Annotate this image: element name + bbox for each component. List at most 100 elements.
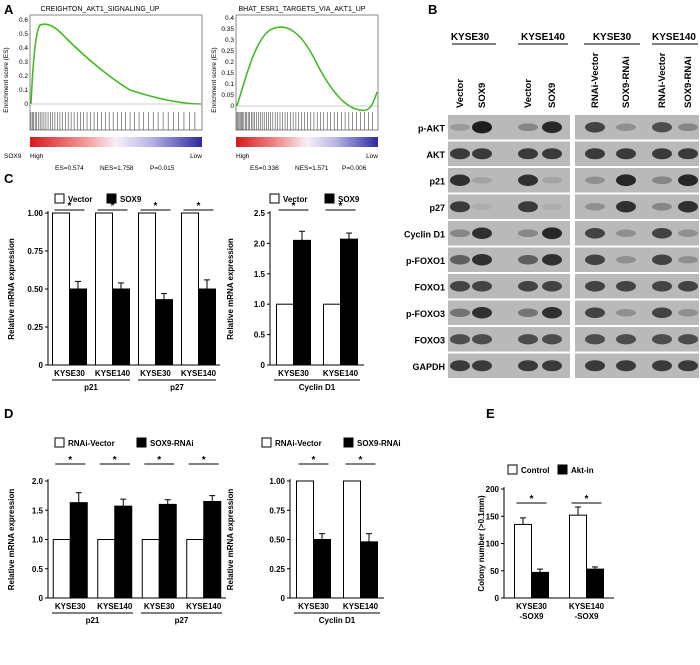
blot-band	[652, 334, 672, 345]
blot-band	[678, 360, 698, 372]
legend-swatch	[324, 193, 335, 204]
blot-row-label: p-FOXO1	[406, 256, 445, 266]
bar-sox9	[293, 239, 311, 366]
legend-swatch	[507, 464, 518, 475]
blot-band	[542, 334, 562, 345]
blot-row: p21	[429, 168, 699, 193]
blot-row-label: Cyclin D1	[404, 229, 445, 239]
bar-rnai-vector	[141, 539, 160, 599]
y-axis-label: Relative mRNA expression	[7, 238, 16, 340]
chart-d-left: 0 0.5 1.0 1.5 2.0 Relative mRNA expression RNA…	[7, 437, 226, 625]
x-tick-label: KYSE30	[144, 602, 175, 611]
gsea-1-ylabel: Enrichment score (ES)	[3, 47, 10, 112]
blot-band	[518, 174, 538, 186]
blot-band	[652, 122, 672, 133]
y-tick-label: 0	[39, 594, 44, 603]
bar-vector	[95, 212, 113, 366]
blot-row: p-FOXO3	[406, 300, 699, 325]
y-tick-label: 0.25	[27, 323, 43, 332]
gsea-1-ytick: 0.6	[19, 17, 28, 24]
bar-sox9	[340, 238, 358, 366]
legend-label: Akt-in	[571, 466, 594, 475]
y-tick-label: 1.5	[254, 270, 266, 279]
blot-row-label: p-AKT	[418, 123, 445, 133]
significance-mark: *	[157, 455, 161, 466]
bar-sox9	[112, 288, 130, 366]
blot-band	[616, 334, 636, 345]
gsea-2-title: BHAT_ESR1_TARGETS_VIA_AKT1_UP	[239, 6, 366, 13]
legend-label: RNAi-Vector	[68, 439, 115, 448]
legend-swatch	[54, 437, 65, 448]
blot-band	[652, 148, 672, 160]
x-tick-label: KYSE140	[186, 602, 222, 611]
blot-row: Cyclin D1	[404, 221, 699, 246]
gsea-1-title: CREIGHTON_AKT1_SIGNALING_UP	[41, 6, 160, 13]
x-tick-label: -SOX9	[519, 612, 544, 621]
blot-lane-label: SOX9-RNAi	[621, 56, 632, 108]
blot-band	[472, 227, 492, 239]
blot-band	[652, 307, 672, 319]
blot-band	[542, 176, 562, 184]
x-tick-label: -SOX9	[574, 612, 599, 621]
blot-band	[450, 174, 470, 186]
gsea-plot-2: BHAT_ESR1_TARGETS_VIA_AKT1_UP Enrichment…	[211, 6, 379, 172]
significance-mark: *	[292, 201, 296, 212]
bar-rnai-vector	[52, 539, 71, 599]
y-tick-label: 0.75	[269, 506, 285, 515]
blot-band	[518, 123, 538, 132]
blot-row-label: GAPDH	[412, 362, 445, 372]
blot-band	[450, 360, 470, 372]
bar-vector	[138, 212, 156, 366]
blot-row: FOXO1	[414, 274, 699, 299]
blot-row-label: p21	[429, 176, 445, 186]
blot-row-label: p-FOXO3	[406, 309, 445, 319]
chart-c-right: 0 0.5 1.0 1.5 2.0 2.5 Relative mRNA expression…	[226, 193, 364, 392]
blot-lane-label: SOX9	[547, 83, 558, 108]
gsea-1-high-label: High	[30, 153, 44, 160]
blot-rows: p-AKT AKT p21 p27 Cyclin D1 p-FOXO1 FOXO1 p-FOX…	[404, 115, 699, 378]
y-axis-label: Relative mRNA expression	[226, 489, 235, 591]
blot-band	[678, 148, 698, 160]
blot-band	[678, 123, 698, 132]
gsea-2-ytick: 0.25	[221, 48, 234, 55]
blot-band	[450, 308, 470, 318]
y-tick-label: 2.5	[254, 209, 266, 218]
blot-row: p-FOXO1	[406, 247, 699, 272]
legend-swatch	[269, 193, 280, 204]
bar-akt-in	[586, 568, 604, 599]
blot-band	[542, 360, 562, 372]
bar-sox9-rnai	[203, 500, 222, 599]
legend-swatch	[54, 193, 65, 204]
legend-swatch	[343, 437, 354, 448]
bar-rnai-vector	[296, 480, 314, 599]
legend-swatch	[261, 437, 272, 448]
gsea-1-ytick: 0.4	[19, 45, 28, 52]
significance-mark: *	[154, 201, 158, 212]
gsea-1-ytick: 0.3	[19, 59, 28, 66]
gsea-2-ytick: 0.05	[221, 92, 234, 99]
gsea-2-frame	[235, 14, 379, 131]
bar-sox9-rnai	[313, 539, 331, 599]
y-tick-label: 0.75	[27, 247, 43, 256]
x-tick-label: KYSE30	[298, 602, 329, 611]
blot-band	[652, 202, 672, 211]
blot-band	[518, 334, 538, 345]
blot-lane-labels: Vector SOX9 Vector SOX9 RNAi-Vector SOX9-RNAi…	[455, 52, 694, 108]
panel-label-a: A	[4, 2, 14, 17]
gsea-2-ytick: 0.15	[221, 70, 234, 77]
blot-band	[542, 254, 562, 266]
gsea-2-high-label: High	[236, 153, 250, 160]
gsea-2-yticks: 0.4 0.35 0.3 0.25 0.2 0.15 0.1 0.05 0	[221, 15, 234, 110]
bar-vector	[52, 212, 70, 366]
blot-band	[585, 307, 605, 319]
significance-mark: *	[197, 201, 201, 212]
x-tick-label: KYSE30	[54, 369, 85, 378]
panel-label-b: B	[428, 2, 437, 17]
gsea-2-es: ES=0.336	[250, 165, 279, 172]
blot-band	[678, 334, 698, 345]
blot-lane-label: SOX9-RNAi	[683, 56, 694, 108]
panel-label-c: C	[4, 171, 14, 186]
gsea-2-ylabel: Enrichment score (ES)	[211, 47, 218, 112]
x-tick-label: KYSE140	[569, 602, 605, 611]
gsea-2-ytick: 0	[230, 103, 234, 110]
